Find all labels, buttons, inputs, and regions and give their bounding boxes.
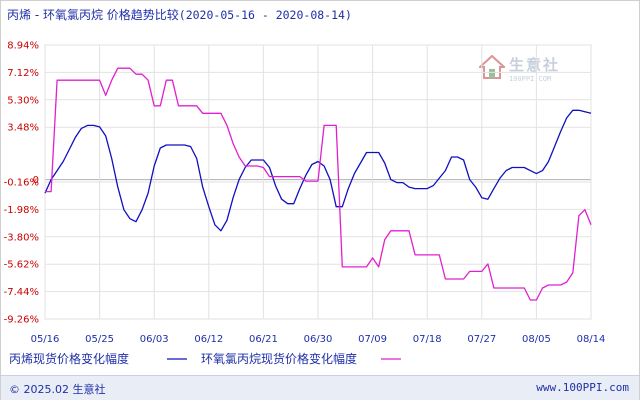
x-tick-label: 06/21 <box>249 334 278 345</box>
x-tick-label: 05/16 <box>31 334 60 345</box>
x-tick-label: 06/03 <box>140 334 169 345</box>
y-tick-label: -5.62% <box>4 260 39 271</box>
watermark-url: 100PPI.COM <box>509 75 552 83</box>
site-link[interactable]: www.100PPI.com <box>536 381 629 394</box>
x-tick-label: 08/05 <box>522 334 551 345</box>
x-tick-label: 07/18 <box>413 334 442 345</box>
watermark-logo: 生意社 100PPI.COM <box>479 53 579 91</box>
x-tick-label: 06/12 <box>194 334 223 345</box>
y-tick-label: -7.44% <box>4 287 39 298</box>
y-tick-label: -9.26% <box>4 315 39 326</box>
legend-label-series-2: 环氧氯丙烷现货价格变化幅度 <box>201 351 357 366</box>
grid <box>44 44 592 320</box>
series-line-2 <box>45 67 592 301</box>
y-tick-label: 3.48% <box>7 123 39 134</box>
series-lines <box>44 67 592 301</box>
legend: 丙烯现货价格变化幅度 环氧氯丙烷现货价格变化幅度 <box>9 351 401 366</box>
chart-title: 丙烯 - 环氧氯丙烷 价格趋势比较(2020-05-16 - 2020-08-1… <box>7 6 352 23</box>
x-tick-label: 07/27 <box>467 334 496 345</box>
copyright-text: © 2025.02 生意社 <box>9 383 106 396</box>
y-tick-label: 5.30% <box>7 95 39 106</box>
series-line-1 <box>44 109 592 232</box>
chart-title-range: (2020-05-16 - 2020-08-14) <box>178 8 352 22</box>
y-tick-label: 0 <box>33 175 39 186</box>
x-tick-label: 07/09 <box>358 334 387 345</box>
x-tick-label: 06/30 <box>304 334 333 345</box>
legend-label-series-1: 丙烯现货价格变化幅度 <box>9 351 129 366</box>
y-tick-label: -3.80% <box>4 232 39 243</box>
x-axis-ticks: 05/16 05/25 06/03 06/12 06/21 06/30 07/09 07/18… <box>31 334 606 345</box>
x-tick-label: 05/25 <box>85 334 114 345</box>
line-chart: 8.94% 7.12% 5.30% 3.48% 0-0.16% -1.98% -3.80% -… <box>4 41 606 367</box>
footer-bar: © 2025.02 生意社 www.100PPI.com <box>1 375 639 400</box>
y-tick-label: -0.16% <box>4 178 39 189</box>
y-tick-label: -1.98% <box>4 205 39 216</box>
x-tick-label: 08/14 <box>577 334 606 345</box>
chart-title-main: 丙烯 - 环氧氯丙烷 价格趋势比较 <box>7 8 179 22</box>
y-tick-label: 8.94% <box>7 41 39 52</box>
watermark-name: 生意社 <box>509 56 561 74</box>
y-tick-label: 7.12% <box>7 68 39 79</box>
house-logo-icon <box>479 55 505 79</box>
y-axis-ticks: 8.94% 7.12% 5.30% 3.48% 0-0.16% -1.98% -3.80% -… <box>4 41 39 326</box>
